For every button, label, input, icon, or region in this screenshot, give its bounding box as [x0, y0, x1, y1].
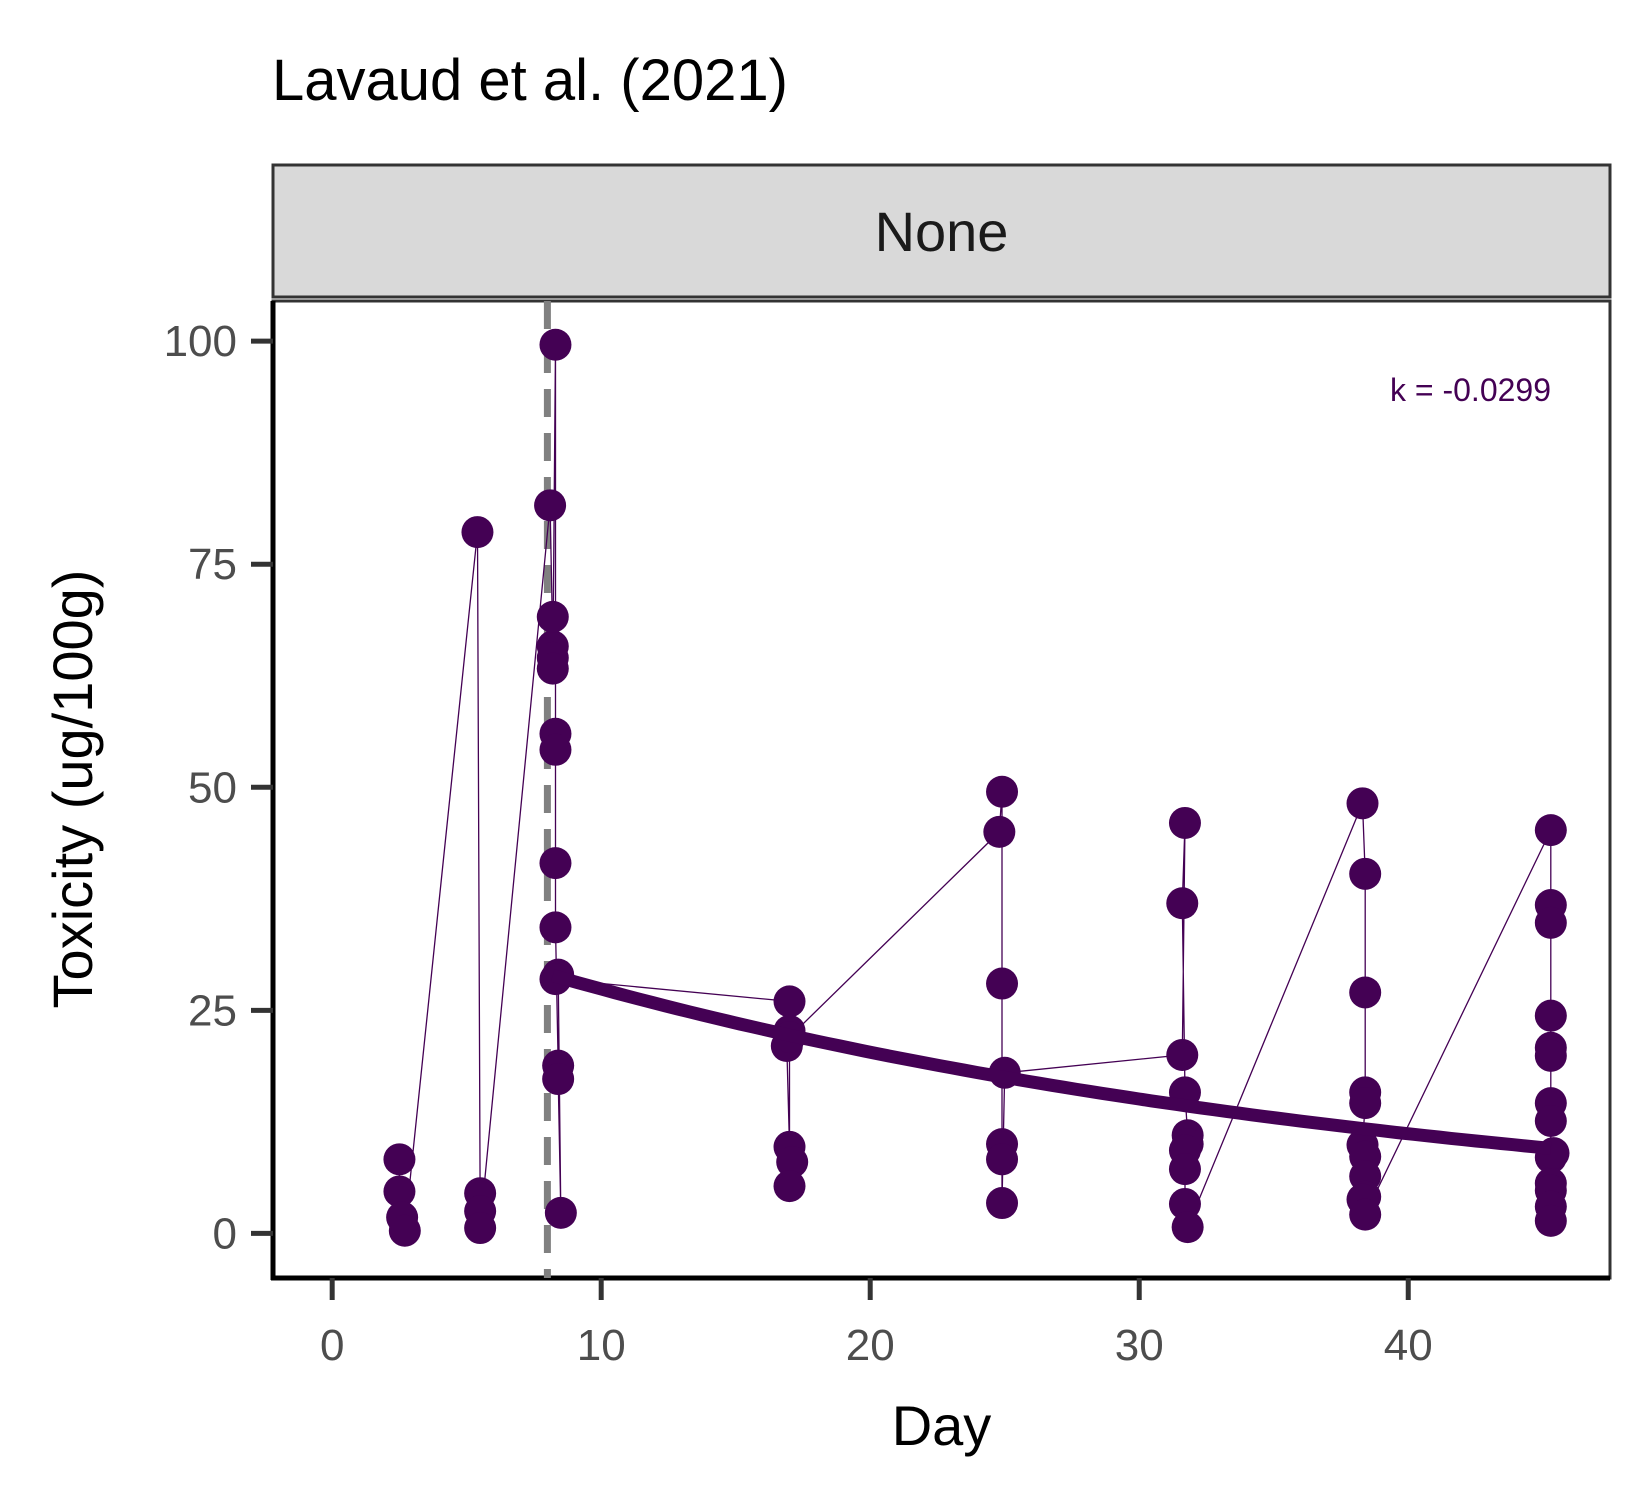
- data-point: [1166, 1038, 1199, 1071]
- data-point: [1534, 1039, 1567, 1072]
- data-point: [1166, 887, 1199, 920]
- data-point: [536, 652, 569, 685]
- data-point: [986, 1187, 1019, 1220]
- plot-panel: [271, 299, 1612, 1280]
- fit-curve-layer: [551, 969, 1552, 1155]
- data-point: [534, 489, 567, 522]
- data-point: [383, 1143, 416, 1176]
- y-axis-label: Toxicity (ug/100g): [41, 570, 104, 1009]
- data-point: [773, 1170, 806, 1203]
- x-tick-label: 30: [1115, 1321, 1164, 1370]
- facet-strip-background: [271, 163, 1612, 299]
- fit-curve: [551, 969, 1552, 1155]
- data-point: [983, 815, 1016, 848]
- facet-strip: None: [271, 163, 1612, 299]
- data-point: [1534, 1104, 1567, 1137]
- y-tick-label: 25: [188, 986, 237, 1035]
- data-point: [1534, 999, 1567, 1032]
- x-axis-label: Day: [892, 1394, 992, 1457]
- data-point: [1168, 806, 1201, 839]
- data-point: [773, 985, 806, 1018]
- data-point: [1346, 787, 1379, 820]
- data-point: [542, 1063, 575, 1096]
- data-point: [539, 847, 572, 880]
- panel-border: [271, 299, 1612, 1280]
- data-point: [1168, 1187, 1201, 1220]
- data-point: [539, 328, 572, 361]
- x-tick-label: 20: [846, 1321, 895, 1370]
- data-point: [536, 600, 569, 633]
- x-axis-ticks: 0 10 20 30 40: [320, 1278, 1433, 1370]
- x-tick-label: 0: [320, 1321, 344, 1370]
- data-point: [1349, 1198, 1382, 1231]
- y-tick-label: 50: [188, 763, 237, 812]
- data-point: [1349, 1087, 1382, 1120]
- data-point: [1349, 857, 1382, 890]
- data-point: [1168, 1153, 1201, 1186]
- y-tick-label: 75: [188, 540, 237, 589]
- data-point: [986, 967, 1019, 1000]
- data-point: [1534, 1204, 1567, 1237]
- data-point: [1534, 906, 1567, 939]
- facet-strip-label: None: [875, 200, 1009, 263]
- data-point: [1534, 814, 1567, 847]
- x-tick-label: 40: [1384, 1321, 1433, 1370]
- data-point: [986, 775, 1019, 808]
- data-point: [383, 1175, 416, 1208]
- data-point: [1349, 976, 1382, 1009]
- data-point: [461, 516, 494, 549]
- points-layer: [383, 328, 1570, 1247]
- data-point: [776, 1146, 809, 1179]
- data-point: [1171, 1211, 1204, 1244]
- x-tick-label: 10: [577, 1321, 626, 1370]
- data-point: [539, 733, 572, 766]
- data-point: [388, 1214, 421, 1247]
- data-point: [539, 911, 572, 944]
- y-tick-label: 100: [164, 317, 237, 366]
- k-annotation: k = -0.0299: [1390, 372, 1551, 408]
- data-point: [544, 1196, 577, 1229]
- chart-title: Lavaud et al. (2021): [272, 48, 788, 113]
- data-point: [986, 1143, 1019, 1176]
- data-point: [464, 1212, 497, 1245]
- y-tick-label: 0: [213, 1209, 237, 1258]
- y-axis-ticks: 0 25 50 75 100: [164, 317, 273, 1258]
